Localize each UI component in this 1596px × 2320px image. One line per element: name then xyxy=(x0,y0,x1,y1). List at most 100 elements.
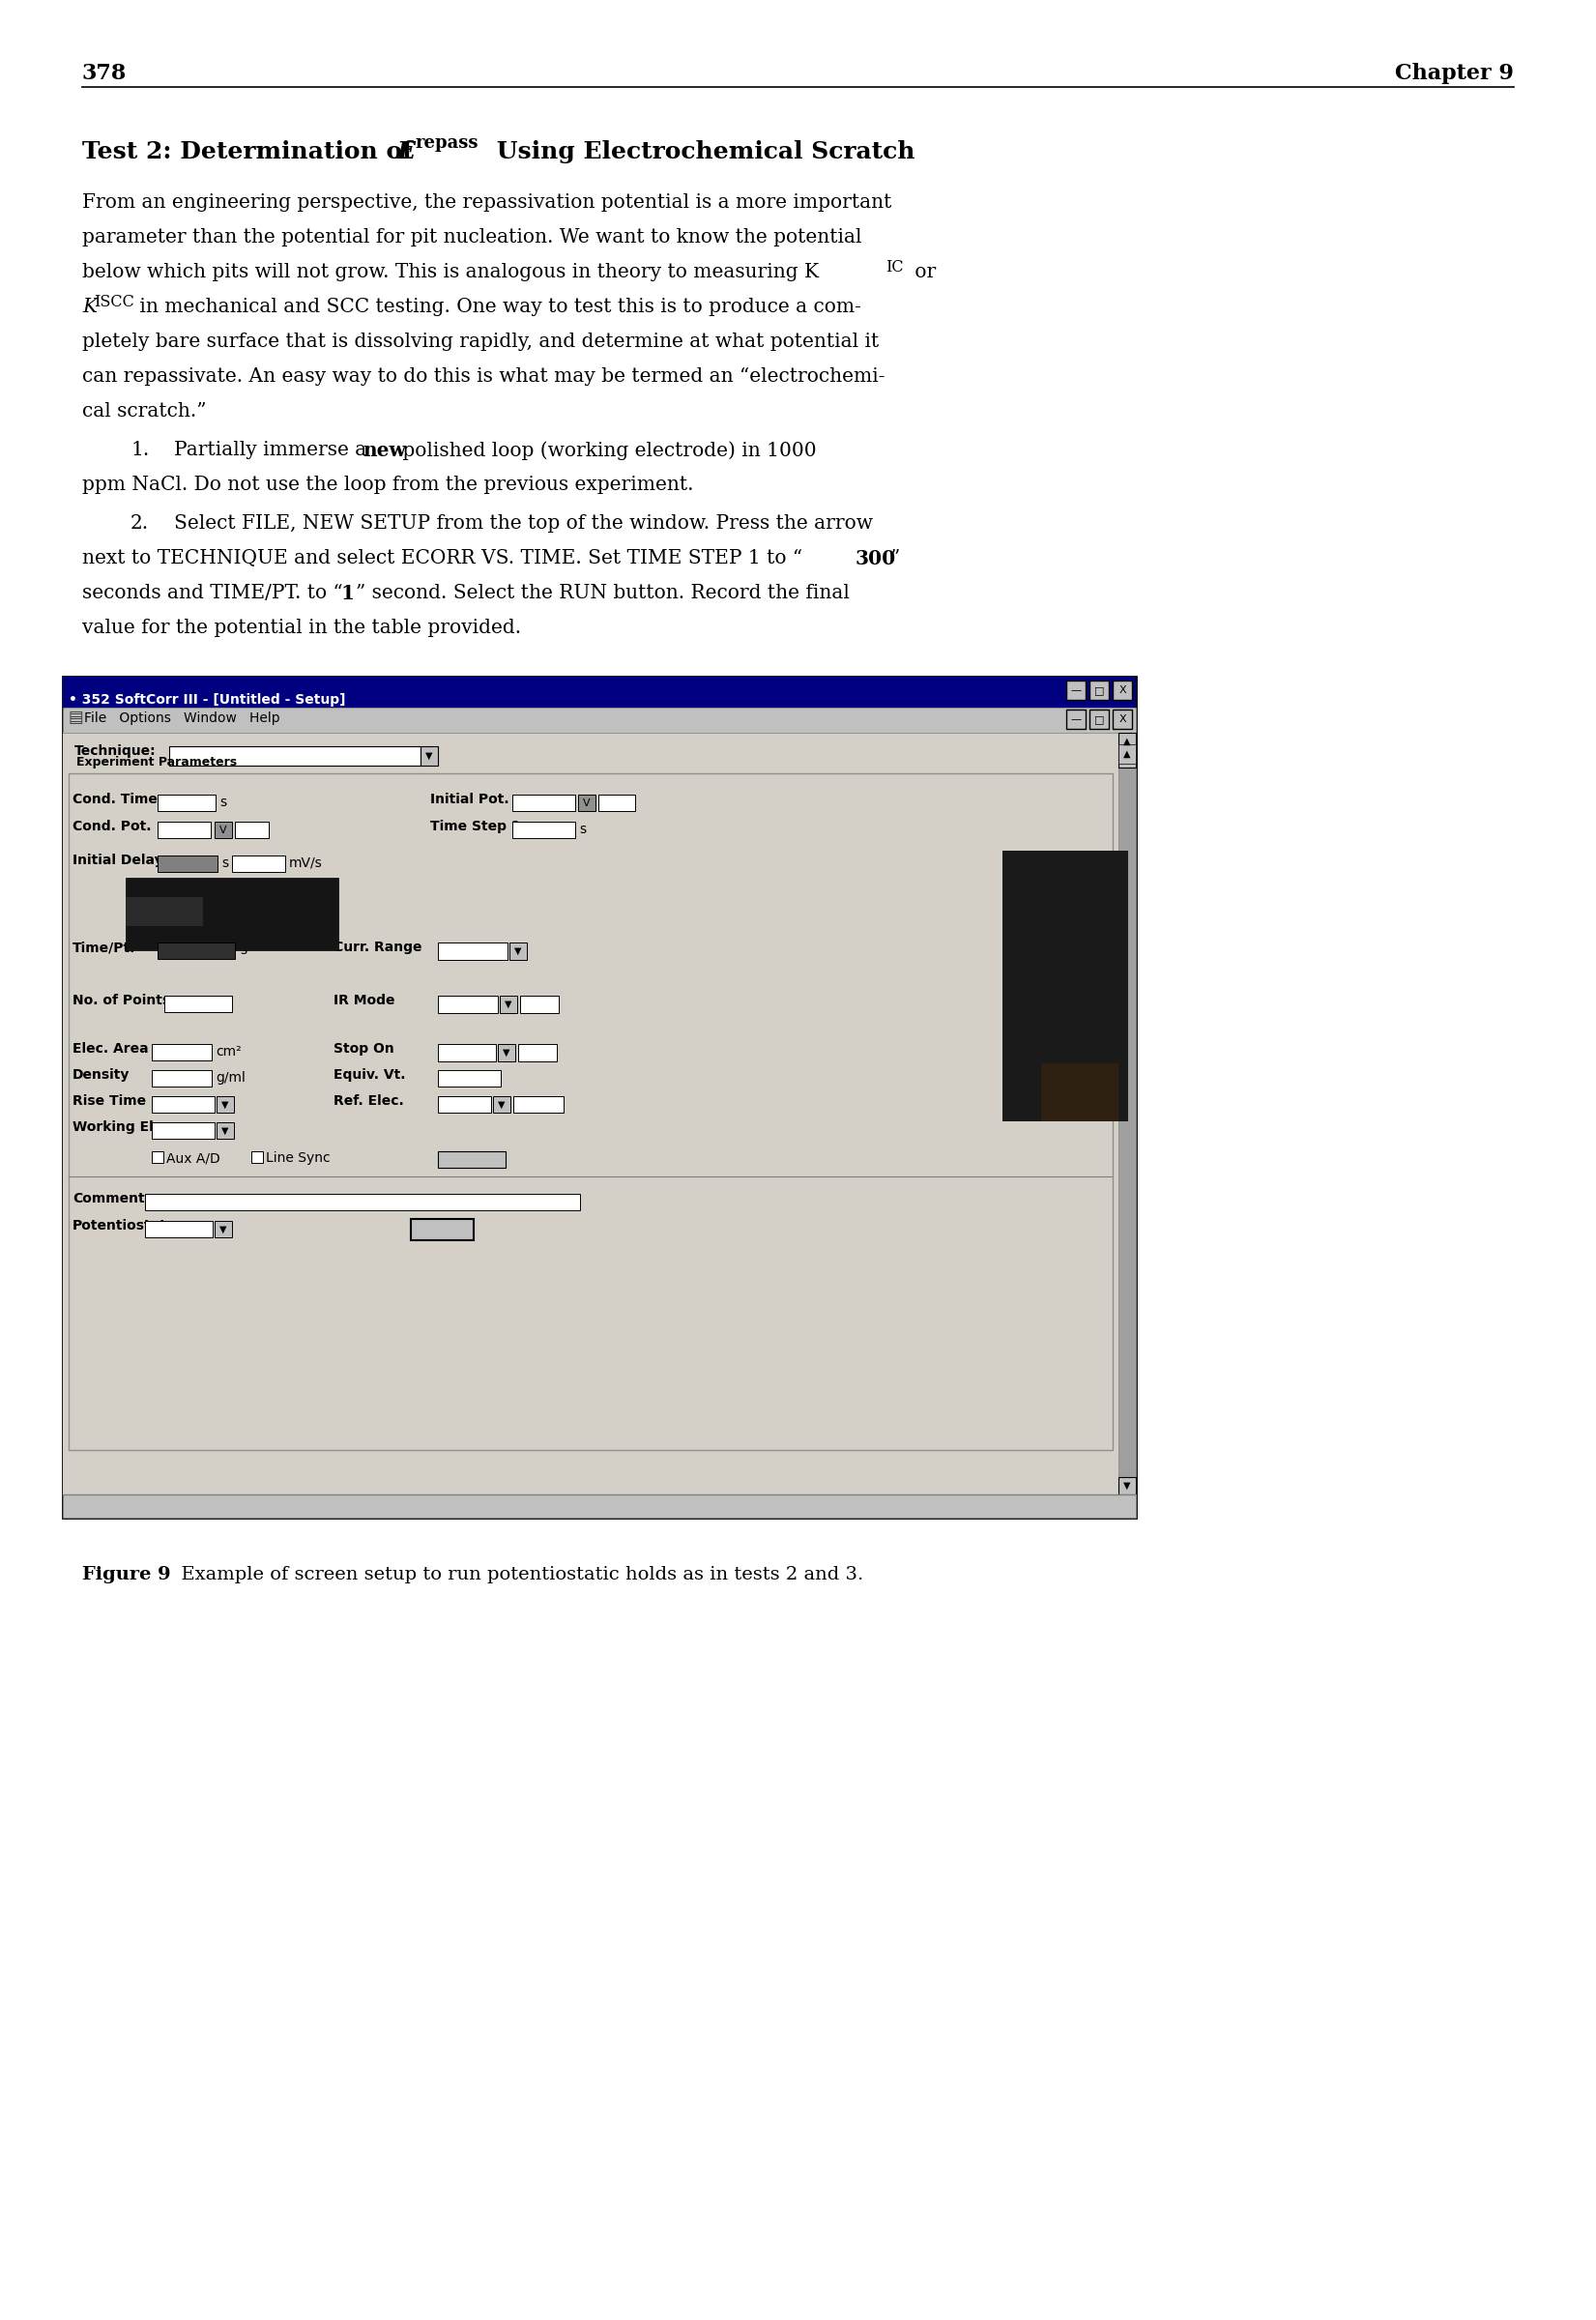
Bar xyxy=(62,1494,1136,1517)
Bar xyxy=(1119,745,1136,763)
Text: parameter than the potential for pit nucleation. We want to know the potential: parameter than the potential for pit nuc… xyxy=(81,227,862,246)
Bar xyxy=(1066,680,1085,701)
Text: ▤: ▤ xyxy=(69,708,85,726)
Text: 0.: 0. xyxy=(523,998,536,1009)
Text: SCE: SCE xyxy=(440,1097,468,1111)
Text: Chapter 9: Chapter 9 xyxy=(1395,63,1515,84)
Bar xyxy=(1041,1063,1119,1121)
Text: Elec. Area: Elec. Area xyxy=(72,1042,148,1056)
Text: ” second. Select the RUN button. Record the final: ” second. Select the RUN button. Record … xyxy=(356,585,849,603)
Text: Pass: Pass xyxy=(440,1044,471,1058)
Text: cal scratch.”: cal scratch.” xyxy=(81,401,206,420)
Bar xyxy=(498,1044,516,1063)
Text: Figure 9: Figure 9 xyxy=(81,1566,171,1582)
Text: Example of screen setup to run potentiostatic holds as in tests 2 and 3.: Example of screen setup to run potentios… xyxy=(169,1566,863,1582)
Bar xyxy=(169,747,420,766)
Bar xyxy=(158,856,217,872)
Bar xyxy=(437,1095,492,1114)
Text: ppm NaCl. Do not use the loop from the previous experiment.: ppm NaCl. Do not use the loop from the p… xyxy=(81,476,694,494)
Text: ▲: ▲ xyxy=(1124,738,1132,747)
Text: ▼: ▼ xyxy=(498,1100,506,1109)
Text: 7.94: 7.94 xyxy=(153,1072,184,1083)
Bar xyxy=(437,1151,506,1167)
Text: 300: 300 xyxy=(855,550,897,568)
Text: 25: 25 xyxy=(440,1072,458,1083)
Bar xyxy=(69,773,1112,1450)
Text: From an engineering perspective, the repassivation potential is a more important: From an engineering perspective, the rep… xyxy=(81,193,892,211)
Text: 0.241: 0.241 xyxy=(516,1097,554,1111)
Text: 2.: 2. xyxy=(131,515,148,534)
Text: below which pits will not grow. This is analogous in theory to measuring K: below which pits will not grow. This is … xyxy=(81,262,819,281)
Bar xyxy=(217,1095,235,1114)
Bar xyxy=(437,995,498,1014)
Bar xyxy=(1119,733,1136,749)
Bar xyxy=(1066,710,1085,728)
Text: polished loop (working electrode) in 1000: polished loop (working electrode) in 100… xyxy=(396,441,817,459)
Text: Aux A/D: Aux A/D xyxy=(166,1151,220,1165)
Text: IC: IC xyxy=(886,260,903,276)
Text: 1.: 1. xyxy=(160,944,172,956)
Text: ▼: ▼ xyxy=(1124,1480,1132,1489)
Text: Initial Delay: Initial Delay xyxy=(72,854,163,868)
Text: 1: 1 xyxy=(342,585,354,603)
Text: Solid: Solid xyxy=(153,1123,187,1137)
Bar xyxy=(437,1044,496,1063)
Text: Ready: Ready xyxy=(67,1499,118,1513)
Bar xyxy=(1002,851,1128,1121)
Bar xyxy=(493,1095,511,1114)
Text: ▼: ▼ xyxy=(504,1000,512,1009)
Text: Cond. Time: Cond. Time xyxy=(72,793,158,805)
Text: ▼: ▼ xyxy=(426,752,433,761)
Bar xyxy=(598,793,635,812)
Text: E: E xyxy=(397,139,415,162)
Text: 1.2: 1.2 xyxy=(160,824,180,835)
Text: Rise Time: Rise Time xyxy=(72,1095,147,1107)
Text: Filters...: Filters... xyxy=(450,1153,503,1165)
Bar xyxy=(437,942,508,960)
Text: Pass: Pass xyxy=(160,856,188,870)
Bar xyxy=(126,898,203,926)
Bar xyxy=(1112,680,1132,701)
Text: oc: oc xyxy=(600,796,616,810)
Text: Time/Pt.: Time/Pt. xyxy=(72,940,136,954)
Text: repass: repass xyxy=(415,135,479,151)
Text: Partially immerse a: Partially immerse a xyxy=(174,441,373,459)
Bar xyxy=(62,708,1136,733)
Text: 0.035: 0.035 xyxy=(514,796,552,810)
Text: 240: 240 xyxy=(166,998,192,1009)
Text: None: None xyxy=(147,1223,182,1234)
Bar xyxy=(164,995,231,1012)
Text: Comments:: Comments: xyxy=(72,1192,158,1206)
Text: Stop On: Stop On xyxy=(334,1042,394,1056)
Text: 240: 240 xyxy=(514,824,539,835)
Text: Equiv. Vt.: Equiv. Vt. xyxy=(334,1067,405,1081)
Text: next to TECHNIQUE and select ECORR VS. TIME. Set TIME STEP 1 to “: next to TECHNIQUE and select ECORR VS. T… xyxy=(81,550,803,568)
Bar xyxy=(1112,710,1132,728)
Text: value for the potential in the table provided.: value for the potential in the table pro… xyxy=(81,619,522,638)
Bar xyxy=(1119,749,1136,768)
Text: Density: Density xyxy=(72,1067,129,1081)
Bar xyxy=(509,942,527,960)
Text: s: s xyxy=(239,944,247,956)
Text: K: K xyxy=(81,297,97,316)
Bar xyxy=(251,1151,263,1162)
Text: can repassivate. An easy way to do this is what may be termed an “electrochemi-: can repassivate. An easy way to do this … xyxy=(81,367,886,385)
Text: oc: oc xyxy=(236,824,252,835)
Text: in mechanical and SCC testing. One way to test this is to produce a com-: in mechanical and SCC testing. One way t… xyxy=(134,297,862,316)
Bar xyxy=(214,821,231,838)
Bar xyxy=(1090,710,1109,728)
Text: Working Elec.: Working Elec. xyxy=(72,1121,176,1134)
Text: 1.: 1. xyxy=(131,441,148,459)
Bar xyxy=(578,793,595,812)
Bar xyxy=(514,1095,563,1114)
Bar xyxy=(1119,1478,1136,1494)
Text: Ref. Elec.: Ref. Elec. xyxy=(334,1095,404,1107)
Text: 3: 3 xyxy=(160,796,168,810)
Bar xyxy=(410,1218,474,1241)
Bar xyxy=(62,677,1136,708)
Text: new: new xyxy=(362,441,405,459)
Text: ISCC: ISCC xyxy=(94,295,134,311)
Text: V: V xyxy=(220,826,227,835)
Text: Potentiostatic: Potentiostatic xyxy=(172,747,265,761)
Bar xyxy=(217,1123,235,1139)
